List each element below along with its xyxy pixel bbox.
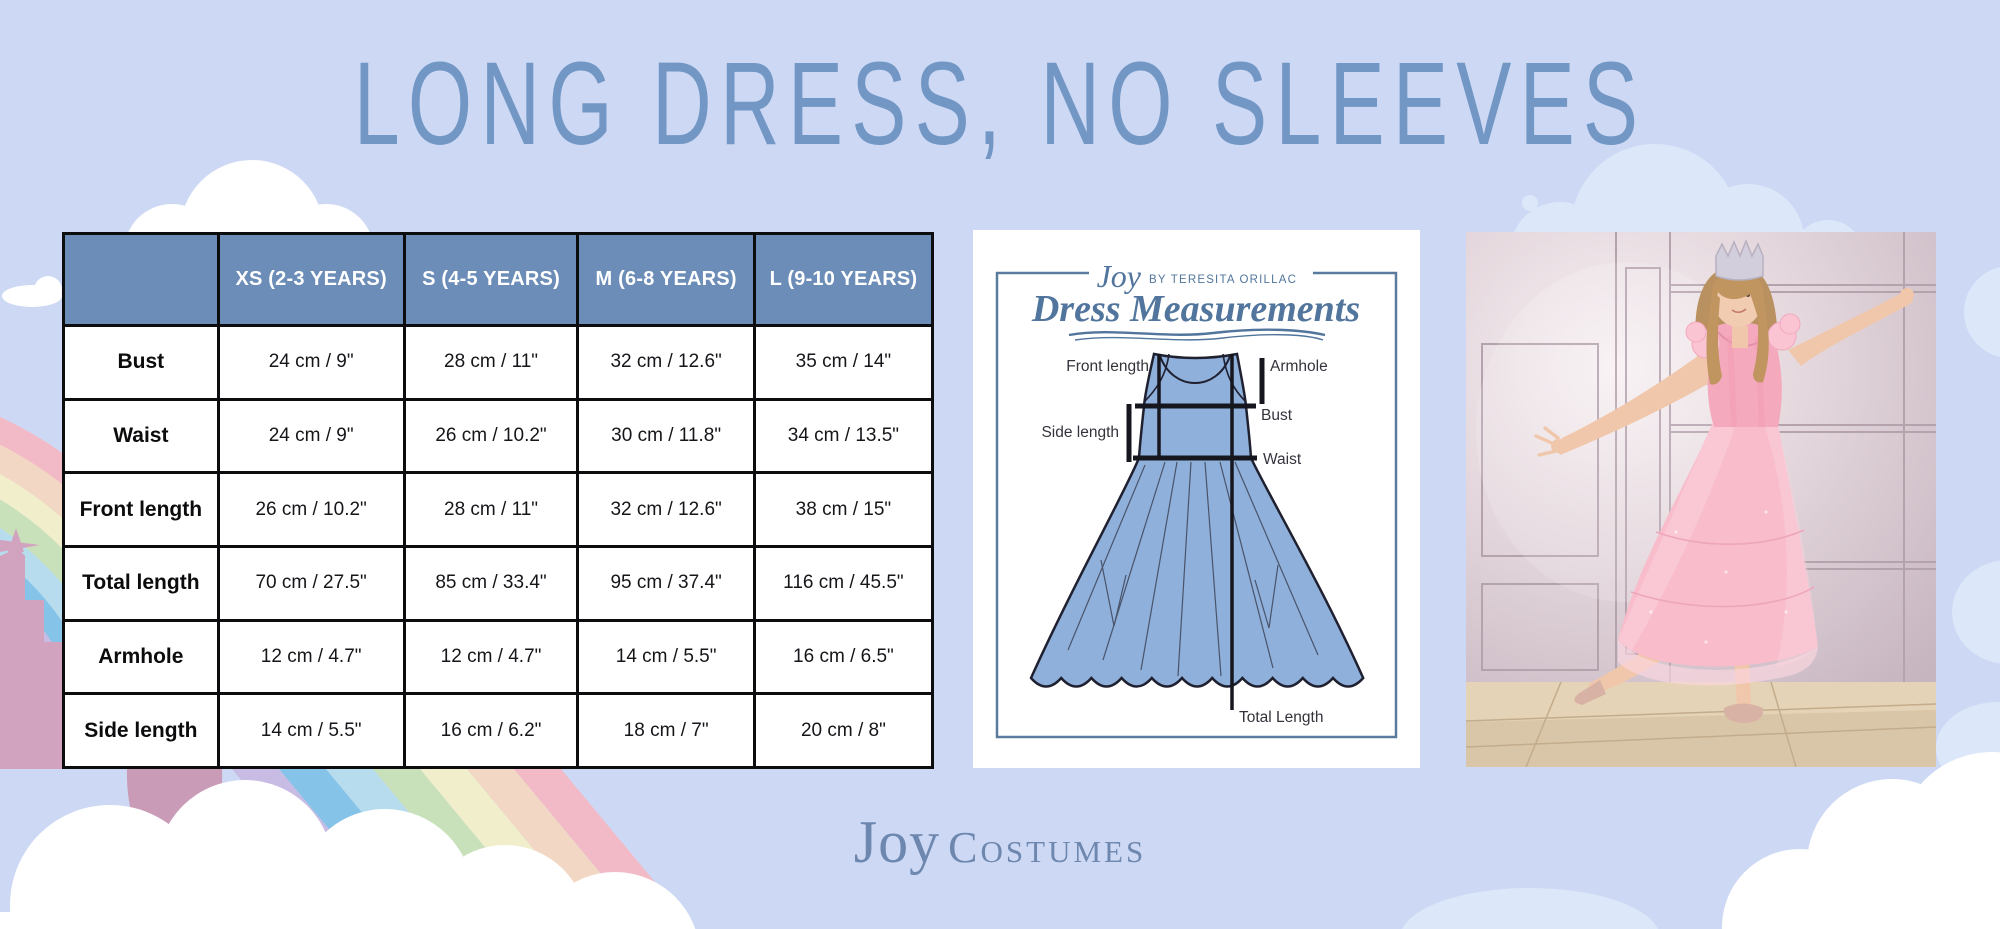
cell-side-s: 16 cm / 6.2" <box>402 692 580 769</box>
arm-left <box>1553 350 1718 455</box>
cell-side-l: 20 cm / 8" <box>752 692 935 769</box>
cell-bust-xs: 24 cm / 9" <box>216 324 406 401</box>
card-brand-logo: Joy <box>1097 258 1142 294</box>
row-label-bust: Bust <box>62 324 220 401</box>
row-label-armhole: Armhole <box>62 618 220 696</box>
size-table-header-m: M (6-8 YEARS) <box>576 232 756 327</box>
cell-front-m: 32 cm / 12.6" <box>576 471 756 548</box>
row-label-waist: Waist <box>62 397 220 475</box>
page-title: LONG DRESS, NO SLEEVES <box>353 38 1647 170</box>
cell-front-xs: 26 cm / 10.2" <box>216 471 406 548</box>
skirt <box>1618 424 1818 667</box>
table-row: Armhole 12 cm / 4.7" 12 cm / 4.7" 14 cm … <box>62 618 935 696</box>
cell-bust-m: 32 cm / 12.6" <box>576 324 756 401</box>
label-bust: Bust <box>1261 407 1293 424</box>
label-side-length: Side length <box>1041 424 1119 441</box>
cell-side-m: 18 cm / 7" <box>576 692 756 769</box>
label-armhole: Armhole <box>1270 358 1328 375</box>
size-table: XS (2-3 YEARS) S (4-5 YEARS) M (6-8 YEAR… <box>62 232 935 769</box>
card-brand-sub: BY TERESITA ORILLAC <box>1149 274 1297 286</box>
table-row: Front length 26 cm / 10.2" 28 cm / 11" 3… <box>62 471 935 548</box>
cell-bust-l: 35 cm / 14" <box>752 324 935 401</box>
table-row: Side length 14 cm / 5.5" 16 cm / 6.2" 18… <box>62 692 935 769</box>
model-photo <box>1466 232 1936 767</box>
footer-brand-word2: Costumes <box>948 823 1147 872</box>
arm-right <box>1788 289 1913 366</box>
cell-bust-s: 28 cm / 11" <box>402 324 580 401</box>
label-total-length: Total Length <box>1239 709 1323 726</box>
table-row: Bust 24 cm / 9" 28 cm / 11" 32 cm / 12.6… <box>62 324 935 401</box>
crown <box>1715 238 1764 281</box>
dress-measurements-card: Joy BY TERESITA ORILLAC Dress Measuremen… <box>973 230 1420 768</box>
size-table-header-xs: XS (2-3 YEARS) <box>216 232 406 327</box>
cell-armhole-m: 14 cm / 5.5" <box>576 618 756 696</box>
cell-armhole-xs: 12 cm / 4.7" <box>216 618 406 696</box>
footer-brand-logo: Joy Costumes <box>854 808 1146 877</box>
cloud-bottom-right <box>1722 752 2000 929</box>
size-table-header-blank <box>62 232 220 327</box>
hair-front <box>1711 272 1765 330</box>
card-title: Dress Measurements <box>1031 288 1360 330</box>
footer-brand-word1: Joy <box>853 809 941 875</box>
girl-figure <box>1534 238 1914 723</box>
row-label-front-length: Front length <box>62 471 220 548</box>
size-table-header-row: XS (2-3 YEARS) S (4-5 YEARS) M (6-8 YEAR… <box>62 232 935 327</box>
table-row: Total length 70 cm / 27.5" 85 cm / 33.4"… <box>62 544 935 622</box>
cell-waist-s: 26 cm / 10.2" <box>402 397 580 475</box>
cloud-bottom-left <box>0 780 696 929</box>
size-table-header-l: L (9-10 YEARS) <box>752 232 935 327</box>
cell-total-xs: 70 cm / 27.5" <box>216 544 406 622</box>
size-table-header-s: S (4-5 YEARS) <box>402 232 580 327</box>
cell-total-l: 116 cm / 45.5" <box>752 544 935 622</box>
label-waist: Waist <box>1263 451 1302 468</box>
cell-front-s: 28 cm / 11" <box>402 471 580 548</box>
cell-armhole-s: 12 cm / 4.7" <box>402 618 580 696</box>
label-front-length: Front length <box>1066 358 1149 375</box>
castle-silhouette <box>0 528 70 769</box>
shoe-standing <box>1723 703 1764 723</box>
cell-front-l: 38 cm / 15" <box>752 471 935 548</box>
table-row: Waist 24 cm / 9" 26 cm / 10.2" 30 cm / 1… <box>62 397 935 475</box>
cell-waist-xs: 24 cm / 9" <box>216 397 406 475</box>
row-label-side-length: Side length <box>62 692 220 769</box>
shoe-extended <box>1574 680 1606 705</box>
cell-waist-l: 34 cm / 13.5" <box>752 397 935 475</box>
cell-armhole-l: 16 cm / 6.5" <box>752 618 935 696</box>
cell-side-xs: 14 cm / 5.5" <box>216 692 406 769</box>
row-label-total-length: Total length <box>62 544 220 622</box>
cell-total-s: 85 cm / 33.4" <box>402 544 580 622</box>
cell-waist-m: 30 cm / 11.8" <box>576 397 756 475</box>
dress-illustration: Front length Armhole Bust Side length Wa… <box>1029 352 1365 726</box>
cell-total-m: 95 cm / 37.4" <box>576 544 756 622</box>
title-flourish <box>1068 328 1326 337</box>
